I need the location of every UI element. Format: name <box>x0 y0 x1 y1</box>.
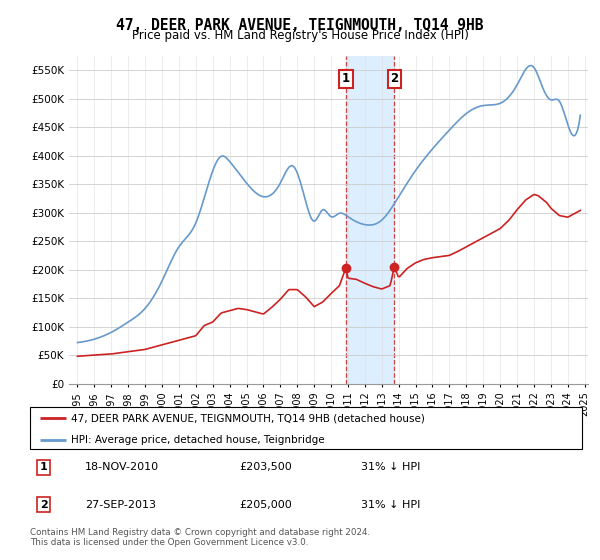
Text: 47, DEER PARK AVENUE, TEIGNMOUTH, TQ14 9HB (detached house): 47, DEER PARK AVENUE, TEIGNMOUTH, TQ14 9… <box>71 413 425 423</box>
Text: 2: 2 <box>40 500 47 510</box>
FancyBboxPatch shape <box>30 407 582 449</box>
Text: 18-NOV-2010: 18-NOV-2010 <box>85 463 160 473</box>
Text: 31% ↓ HPI: 31% ↓ HPI <box>361 500 421 510</box>
Text: 2: 2 <box>390 72 398 85</box>
Bar <box>346 56 394 384</box>
Text: Contains HM Land Registry data © Crown copyright and database right 2024.
This d: Contains HM Land Registry data © Crown c… <box>30 528 370 547</box>
Text: 1: 1 <box>40 463 47 473</box>
Text: 47, DEER PARK AVENUE, TEIGNMOUTH, TQ14 9HB: 47, DEER PARK AVENUE, TEIGNMOUTH, TQ14 9… <box>116 18 484 33</box>
Text: HPI: Average price, detached house, Teignbridge: HPI: Average price, detached house, Teig… <box>71 435 325 445</box>
Text: 1: 1 <box>342 72 350 85</box>
Text: Price paid vs. HM Land Registry's House Price Index (HPI): Price paid vs. HM Land Registry's House … <box>131 29 469 42</box>
Text: 31% ↓ HPI: 31% ↓ HPI <box>361 463 421 473</box>
Text: £203,500: £203,500 <box>240 463 293 473</box>
Text: 27-SEP-2013: 27-SEP-2013 <box>85 500 156 510</box>
Text: £205,000: £205,000 <box>240 500 293 510</box>
